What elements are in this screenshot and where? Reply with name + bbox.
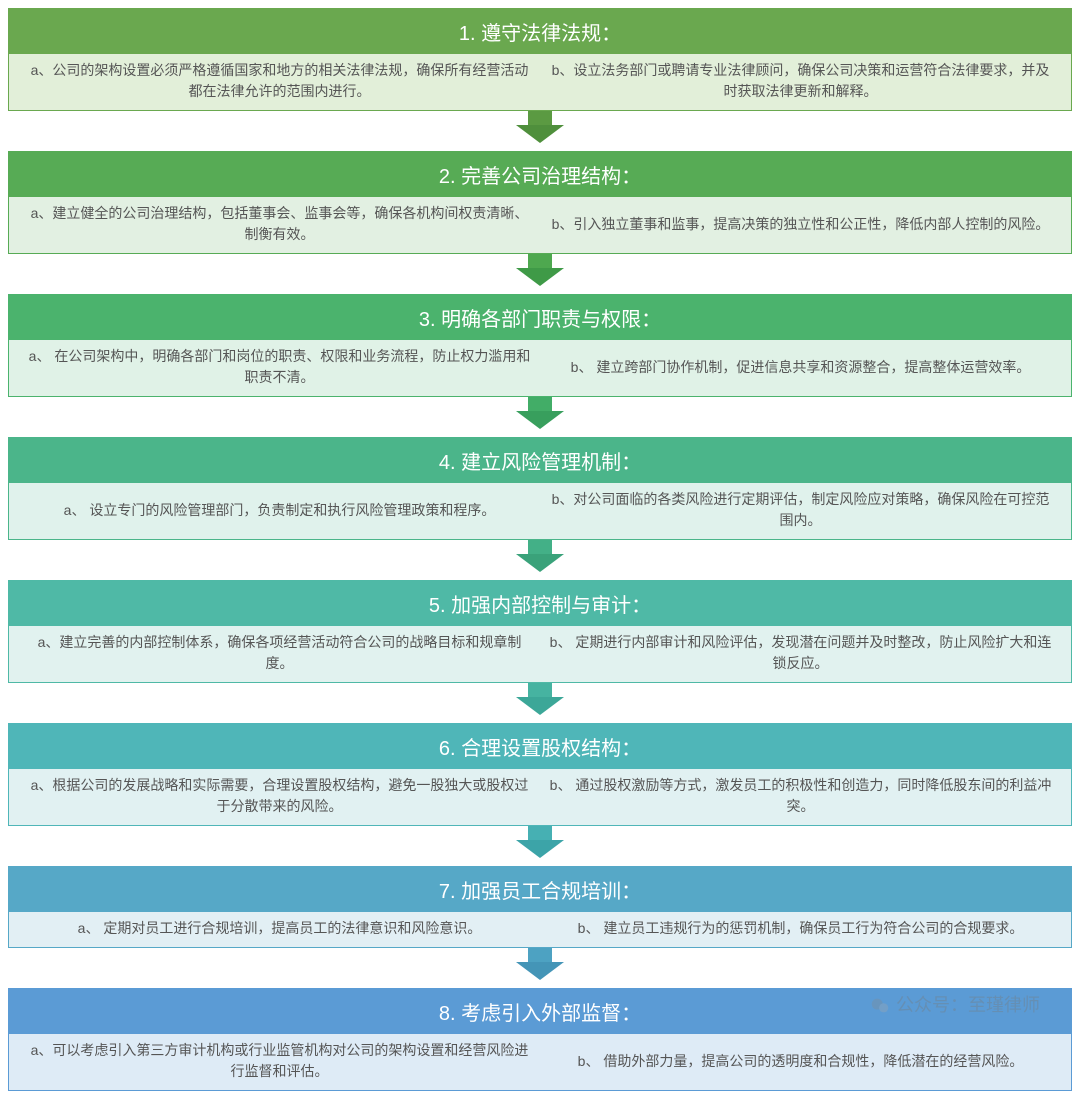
section-body-5: a、建立完善的内部控制体系，确保各项经营活动符合公司的战略目标和规章制度。b、 …	[9, 626, 1071, 682]
section-body-4: a、 设立专门的风险管理部门，负责制定和执行风险管理政策和程序。b、对公司面临的…	[9, 483, 1071, 539]
section-6-col-b: b、 通过股权激励等方式，激发员工的积极性和创造力，同时降低股东间的利益冲突。	[540, 775, 1061, 817]
section-6-col-a: a、根据公司的发展战略和实际需要，合理设置股权结构，避免一股独大或股权过于分散带…	[19, 775, 540, 817]
flowchart-container: 1. 遵守法律法规： a、公司的架构设置必须严格遵循国家和地方的相关法律法规，确保…	[8, 8, 1072, 1091]
section-body-8: a、可以考虑引入第三方审计机构或行业监管机构对公司的架构设置和经营风险进行监督和…	[9, 1034, 1071, 1090]
section-5-col-a: a、建立完善的内部控制体系，确保各项经营活动符合公司的战略目标和规章制度。	[19, 632, 540, 674]
arrow-2	[8, 254, 1072, 294]
down-arrow-icon	[528, 111, 552, 133]
section-body-2: a、建立健全的公司治理结构，包括董事会、监事会等，确保各机构间权责清晰、制衡有效…	[9, 197, 1071, 253]
arrow-5	[8, 683, 1072, 723]
arrow-7	[8, 948, 1072, 988]
section-body-6: a、根据公司的发展战略和实际需要，合理设置股权结构，避免一股独大或股权过于分散带…	[9, 769, 1071, 825]
section-1-col-a: a、公司的架构设置必须严格遵循国家和地方的相关法律法规，确保所有经营活动都在法律…	[19, 60, 540, 102]
section-7-col-b: b、 建立员工违规行为的惩罚机制，确保员工行为符合公司的合规要求。	[540, 918, 1061, 939]
arrow-4	[8, 540, 1072, 580]
down-arrow-icon	[528, 540, 552, 562]
section-header-2: 2. 完善公司治理结构：	[9, 152, 1071, 197]
section-header-1: 1. 遵守法律法规：	[9, 9, 1071, 54]
down-arrow-icon	[528, 826, 552, 848]
down-arrow-icon	[528, 397, 552, 419]
section-7: 7. 加强员工合规培训：a、 定期对员工进行合规培训，提高员工的法律意识和风险意…	[8, 866, 1072, 948]
section-body-1: a、公司的架构设置必须严格遵循国家和地方的相关法律法规，确保所有经营活动都在法律…	[9, 54, 1071, 110]
section-2-col-b: b、引入独立董事和监事，提高决策的独立性和公正性，降低内部人控制的风险。	[540, 203, 1061, 245]
section-3-col-b: b、 建立跨部门协作机制，促进信息共享和资源整合，提高整体运营效率。	[540, 346, 1061, 388]
section-header-6: 6. 合理设置股权结构：	[9, 724, 1071, 769]
down-arrow-icon	[528, 254, 552, 276]
section-2: 2. 完善公司治理结构： a、建立健全的公司治理结构，包括董事会、监事会等，确保各…	[8, 151, 1072, 254]
down-arrow-icon	[528, 683, 552, 705]
section-header-7: 7. 加强员工合规培训：	[9, 867, 1071, 912]
section-header-3: 3. 明确各部门职责与权限：	[9, 295, 1071, 340]
section-header-5: 5. 加强内部控制与审计：	[9, 581, 1071, 626]
section-8: 8. 考虑引入外部监督： a、可以考虑引入第三方审计机构或行业监管机构对公司的架构…	[8, 988, 1072, 1091]
section-4-col-b: b、对公司面临的各类风险进行定期评估，制定风险应对策略，确保风险在可控范围内。	[540, 489, 1061, 531]
section-3-col-a: a、 在公司架构中，明确各部门和岗位的职责、权限和业务流程，防止权力滥用和职责不…	[19, 346, 540, 388]
arrow-1	[8, 111, 1072, 151]
section-body-7: a、 定期对员工进行合规培训，提高员工的法律意识和风险意识。b、 建立员工违规行…	[9, 912, 1071, 947]
arrow-3	[8, 397, 1072, 437]
section-2-col-a: a、建立健全的公司治理结构，包括董事会、监事会等，确保各机构间权责清晰、制衡有效…	[19, 203, 540, 245]
section-4-col-a: a、 设立专门的风险管理部门，负责制定和执行风险管理政策和程序。	[19, 489, 540, 531]
section-5-col-b: b、 定期进行内部审计和风险评估，发现潜在问题并及时整改，防止风险扩大和连锁反应…	[540, 632, 1061, 674]
section-8-col-a: a、可以考虑引入第三方审计机构或行业监管机构对公司的架构设置和经营风险进行监督和…	[19, 1040, 540, 1082]
arrow-6	[8, 826, 1072, 866]
section-5: 5. 加强内部控制与审计：a、建立完善的内部控制体系，确保各项经营活动符合公司的…	[8, 580, 1072, 683]
section-body-3: a、 在公司架构中，明确各部门和岗位的职责、权限和业务流程，防止权力滥用和职责不…	[9, 340, 1071, 396]
section-1-col-b: b、设立法务部门或聘请专业法律顾问，确保公司决策和运营符合法律要求，并及时获取法…	[540, 60, 1061, 102]
section-4: 4. 建立风险管理机制：a、 设立专门的风险管理部门，负责制定和执行风险管理政策…	[8, 437, 1072, 540]
section-header-8: 8. 考虑引入外部监督：	[9, 989, 1071, 1034]
section-6: 6. 合理设置股权结构： a、根据公司的发展战略和实际需要，合理设置股权结构，避免…	[8, 723, 1072, 826]
section-3: 3. 明确各部门职责与权限： a、 在公司架构中，明确各部门和岗位的职责、权限和业…	[8, 294, 1072, 397]
section-7-col-a: a、 定期对员工进行合规培训，提高员工的法律意识和风险意识。	[19, 918, 540, 939]
section-1: 1. 遵守法律法规： a、公司的架构设置必须严格遵循国家和地方的相关法律法规，确保…	[8, 8, 1072, 111]
section-header-4: 4. 建立风险管理机制：	[9, 438, 1071, 483]
down-arrow-icon	[528, 948, 552, 970]
section-8-col-b: b、 借助外部力量，提高公司的透明度和合规性，降低潜在的经营风险。	[540, 1040, 1061, 1082]
